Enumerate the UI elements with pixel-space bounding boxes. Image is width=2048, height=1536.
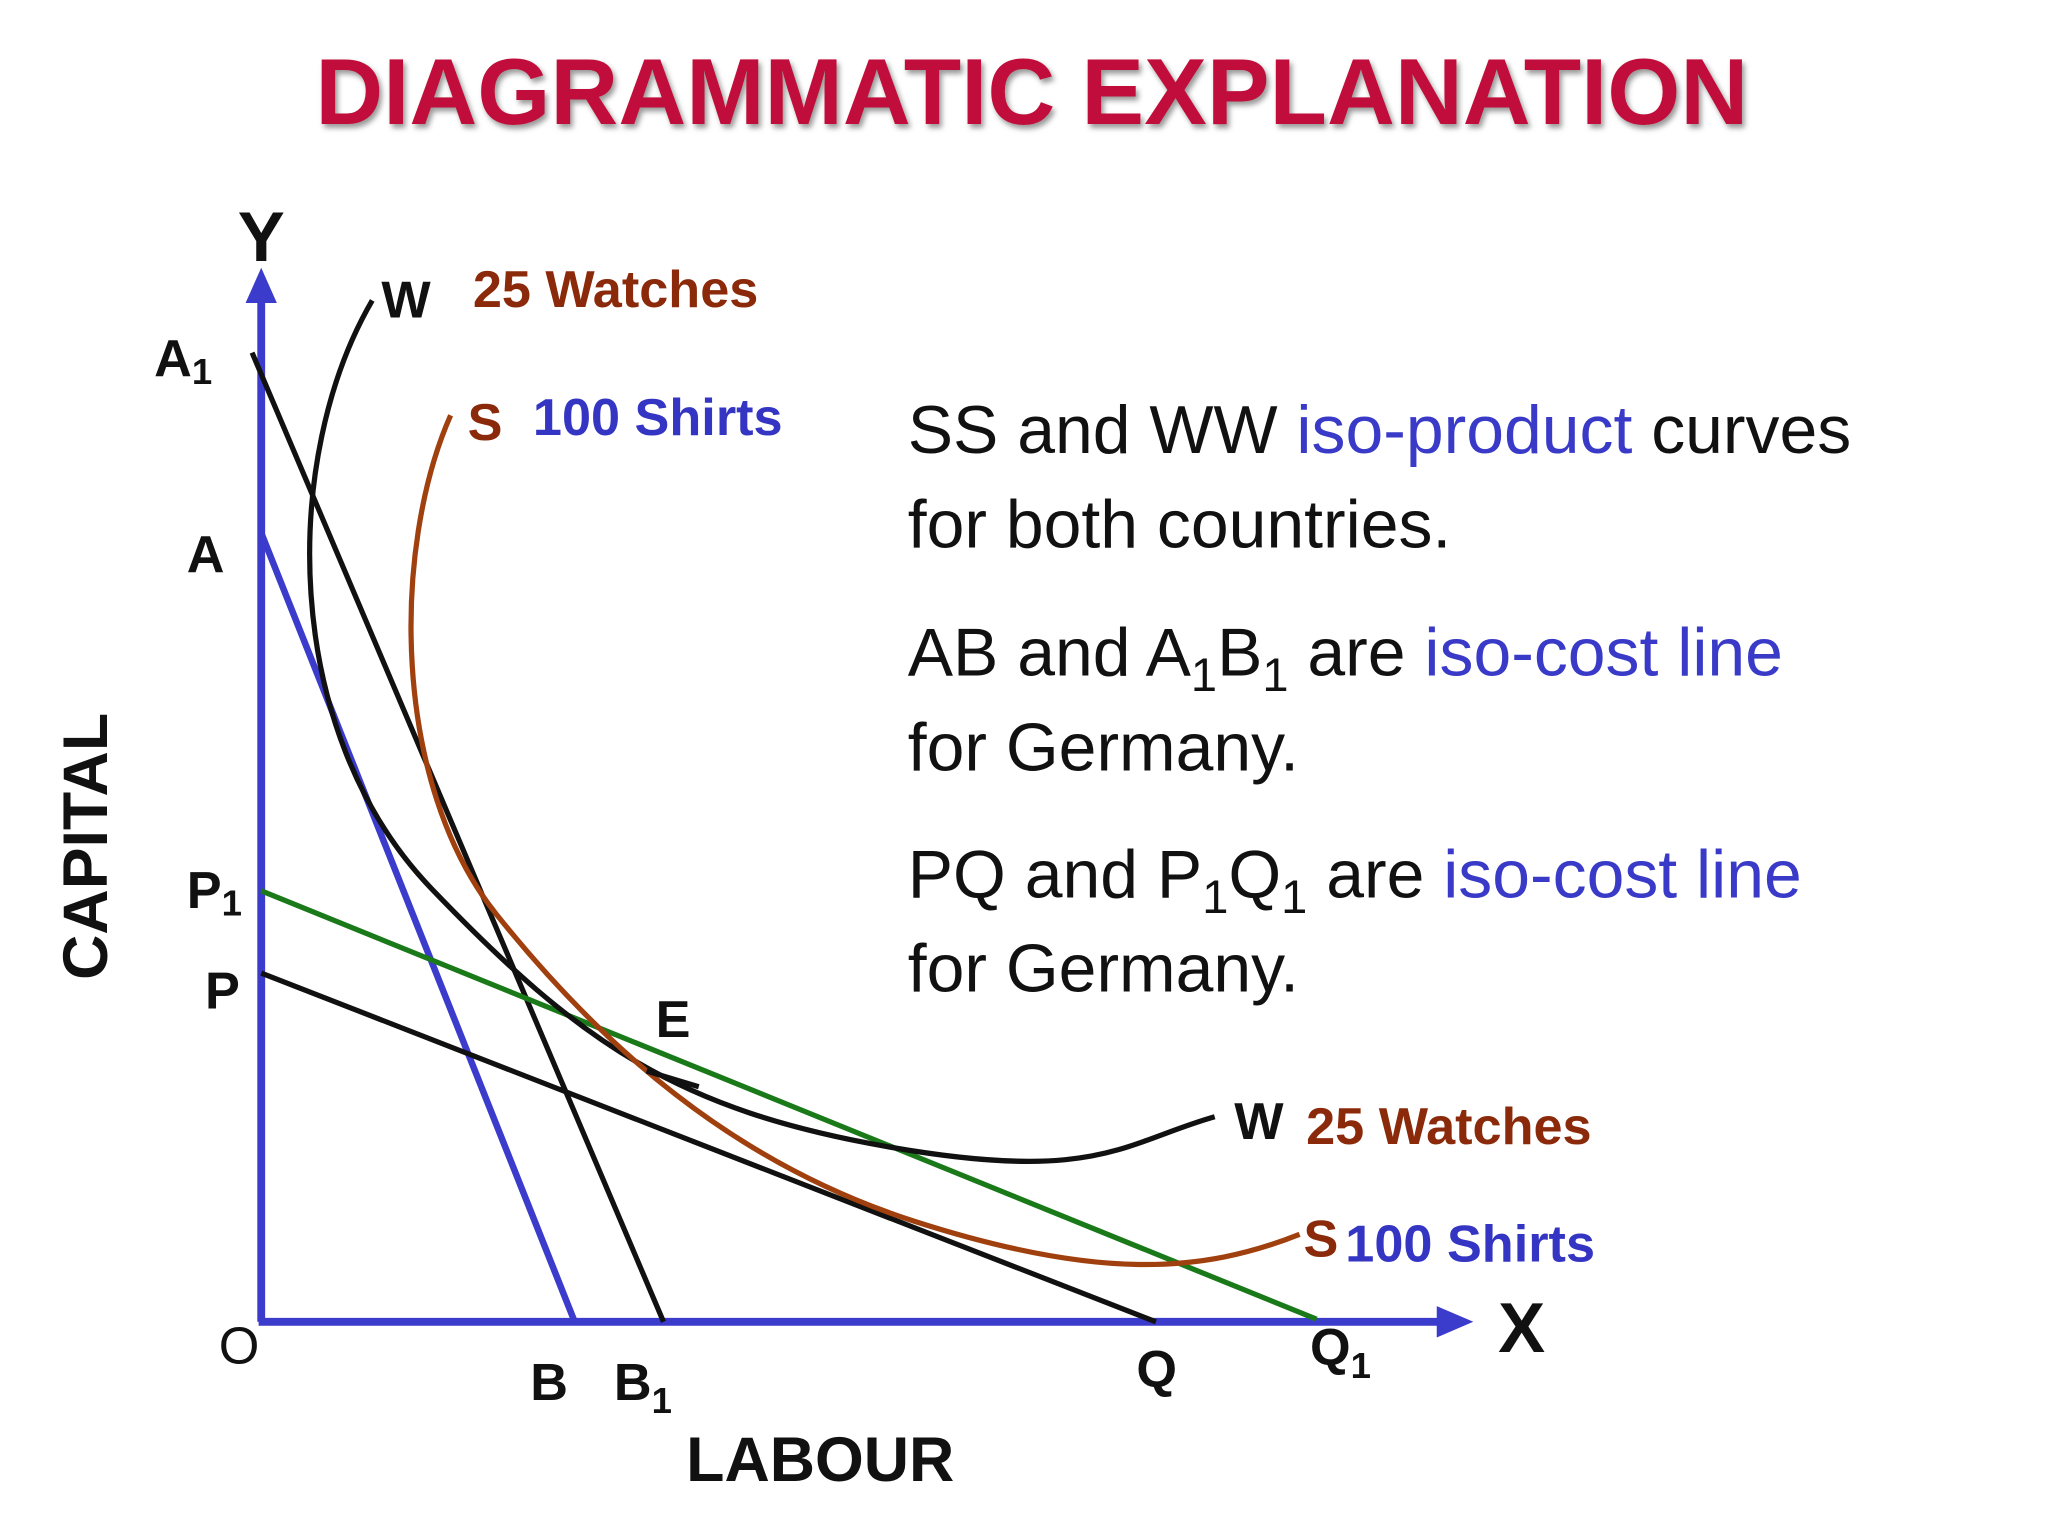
note-text: 1 xyxy=(1191,648,1217,701)
y-axis-title: CAPITAL xyxy=(51,713,121,980)
note-text: 1 xyxy=(1202,870,1228,923)
point-label: E xyxy=(656,991,691,1049)
point-label: A1 xyxy=(154,330,212,392)
point-label: P xyxy=(205,962,240,1020)
line-p1q1 xyxy=(260,888,1318,1322)
y-axis-name: Y xyxy=(238,197,285,276)
x-arrow xyxy=(1436,1306,1474,1338)
tangent-mark xyxy=(645,1068,700,1090)
note-line: SS and WW iso-product curves xyxy=(908,393,1851,468)
note-text: 1 xyxy=(1262,648,1288,701)
y-arrow xyxy=(245,267,277,304)
note-line: PQ and P1Q1 are iso-cost line xyxy=(908,837,1802,923)
note-text: for Germany. xyxy=(908,931,1299,1006)
curve-name: S xyxy=(1304,1210,1339,1268)
note-text: 1 xyxy=(1281,870,1307,923)
highlight-text: iso-cost line xyxy=(1443,837,1802,912)
point-label: B xyxy=(530,1354,568,1412)
note-text: Q xyxy=(1228,837,1281,912)
note-text: for Germany. xyxy=(908,711,1299,786)
curve-ww xyxy=(307,299,1216,1164)
curve-label: 100 Shirts xyxy=(1345,1216,1595,1274)
highlight-text: iso-cost line xyxy=(1424,615,1783,690)
note-text: B xyxy=(1217,615,1262,690)
note-text: PQ and P xyxy=(908,837,1202,912)
curve-label: 25 Watches xyxy=(1306,1098,1591,1156)
note-text: for both countries. xyxy=(908,487,1452,562)
curve-name: S xyxy=(468,394,503,452)
note-line: for Germany. xyxy=(908,711,1299,786)
x-axis-name: X xyxy=(1498,1288,1545,1367)
note-text: curves xyxy=(1632,393,1851,468)
title: DIAGRAMMATIC EXPLANATION xyxy=(315,39,1748,144)
note-line: AB and A1B1 are iso-cost line xyxy=(908,615,1783,701)
line-a1b1 xyxy=(249,351,666,1323)
point-label: Q xyxy=(1136,1341,1177,1399)
point-label: B1 xyxy=(614,1354,672,1421)
line-ab xyxy=(258,531,578,1324)
note-line: for both countries. xyxy=(908,487,1452,562)
point-label: Q1 xyxy=(1310,1319,1371,1386)
highlight-text: iso-product xyxy=(1296,393,1632,468)
curve-name: W xyxy=(1234,1093,1284,1151)
point-label: A xyxy=(187,526,225,584)
curve-name: W xyxy=(381,271,431,329)
note-text: are xyxy=(1307,837,1443,912)
note-text: AB and A xyxy=(908,615,1192,690)
point-label: P1 xyxy=(187,862,242,924)
note-text: are xyxy=(1289,615,1425,690)
curve-label: 25 Watches xyxy=(473,261,758,319)
note-text: SS and WW xyxy=(908,393,1297,468)
line-pq xyxy=(260,970,1157,1325)
note-line: for Germany. xyxy=(908,931,1299,1006)
curve-label: 100 Shirts xyxy=(533,389,783,447)
x-axis-title: LABOUR xyxy=(686,1425,954,1495)
origin-label: O xyxy=(219,1318,260,1376)
